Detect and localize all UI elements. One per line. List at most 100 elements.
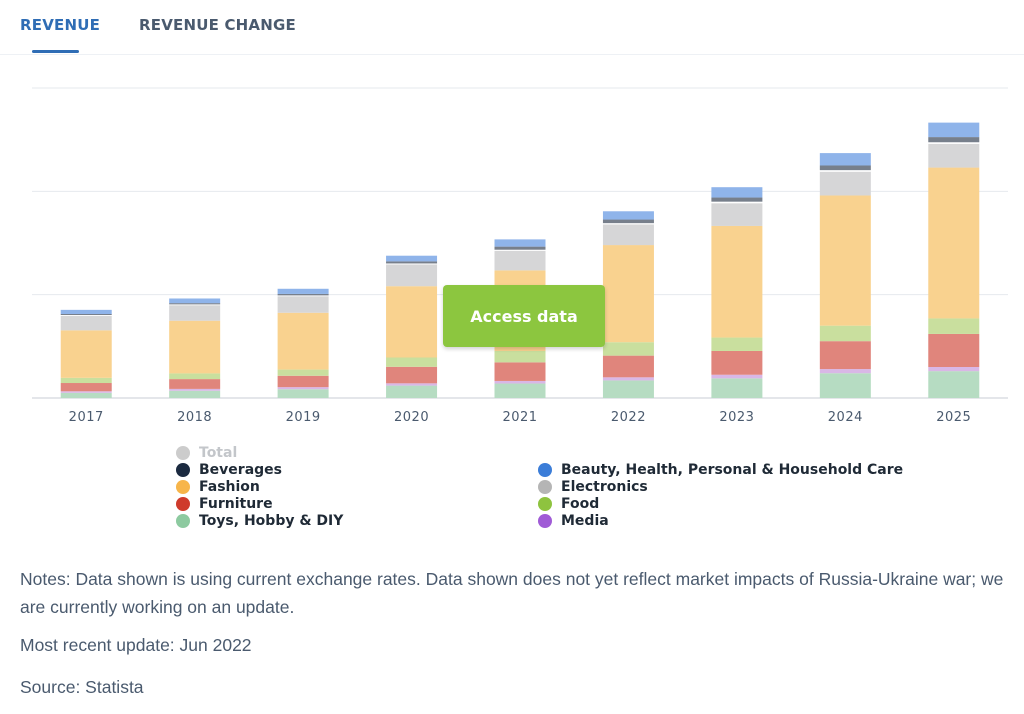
legend-dot [176,480,190,494]
bar-segment [60,383,112,392]
bar-segment [386,264,438,287]
bar-segment [819,341,871,370]
bar-segment [277,288,329,294]
bar-segment [602,223,654,225]
bar-segment [819,153,871,166]
legend-dot [176,463,190,477]
bar-segment [169,298,221,304]
bar-segment [602,211,654,220]
legend-item[interactable]: Fashion [176,479,260,495]
bar-segment [819,165,871,171]
x-tick-label: 2023 [719,410,754,425]
bar-segment [277,296,329,313]
bar-segment [277,295,329,297]
revenue-chart: 2017 2018 2019 2020 2021 2022 2023 2024 2025 [32,87,1008,425]
legend-label: Fashion [199,479,260,495]
bar-segment [169,303,221,305]
bar-segment [819,373,871,398]
bar-segment [494,380,546,384]
bar-segment [494,362,546,381]
bar-segment [928,333,980,367]
bar-segment [169,373,221,380]
active-tab-indicator [32,50,79,53]
x-tick-label: 2021 [502,410,537,425]
bar-segment [277,312,329,370]
legend-item[interactable]: Beverages [176,462,282,478]
bar-segment [711,201,763,204]
bar-segment [277,387,329,390]
bar-segment [602,342,654,356]
update-text: Most recent update: Jun 2022 [20,635,252,655]
bar-segment [602,377,654,381]
bar-segment [169,379,221,389]
legend-dot [538,497,552,511]
tab-revenue[interactable]: REVENUE [20,16,101,34]
legend-dot [538,514,552,528]
bar-segment [928,142,980,144]
bar-segment [711,337,763,351]
bar-segment [60,313,112,316]
x-tick-label: 2024 [828,410,863,425]
tab-bar: REVENUE REVENUE CHANGE [0,0,1024,55]
bar-segment [494,250,546,271]
legend-label: Furniture [199,496,273,512]
bar-segment [819,170,871,172]
legend-item[interactable]: Beauty, Health, Personal & Household Car… [538,462,903,478]
bar-segment [928,318,980,334]
x-tick-label: 2025 [936,410,971,425]
bar-segment [386,263,438,265]
legend-label: Food [561,496,600,512]
legend-label: Beverages [199,462,282,478]
bar-segment [169,390,221,398]
access-data-button[interactable]: Access data [443,285,605,347]
bar-segment [169,304,221,306]
x-tick-label: 2018 [177,410,212,425]
legend-label: Media [561,513,609,529]
legend-item[interactable]: Furniture [176,496,273,512]
bar-segment [60,391,112,393]
bar-segment [602,380,654,398]
legend-label: Beauty, Health, Personal & Household Car… [561,462,904,478]
bar-segment [386,357,438,367]
bar-segment [60,315,112,331]
bar-segment [60,392,112,398]
legend-label: Toys, Hobby & DIY [199,513,344,529]
bar-segment [494,246,546,250]
legend-dot [176,446,190,460]
legend-item[interactable]: Toys, Hobby & DIY [176,513,343,529]
legend-item[interactable]: Total [176,445,237,461]
notes-text: Notes: Data shown is using current excha… [20,569,1004,617]
bar-segment [277,375,329,388]
tab-revenue-change[interactable]: REVENUE CHANGE [139,16,296,34]
legend-label: Electronics [561,479,648,495]
bar-segment [928,122,980,138]
bar-segment [602,245,654,343]
bar-segment [386,255,438,262]
source-text: Source: Statista [20,677,144,697]
bar-segment [60,377,112,384]
legend-item[interactable]: Media [538,513,609,529]
bar-segment [277,369,329,376]
bar-segment [819,369,871,374]
bar-segment [928,367,980,372]
bar-segment [386,385,438,398]
bar-segment [711,378,763,398]
bar-segment [711,197,763,202]
bar-segment [602,224,654,246]
bar-segment [819,171,871,196]
legend-dot [538,463,552,477]
bar-segment [494,350,546,363]
legend-item[interactable]: Electronics [538,479,648,495]
bar-segment [277,389,329,398]
bar-segment [60,309,112,314]
bar-segment [386,261,438,264]
bar-segment [711,350,763,375]
x-tick-label: 2019 [286,410,321,425]
bar-segment [711,203,763,226]
legend-dot [538,480,552,494]
bar-segment [386,286,438,358]
bar-segment [386,366,438,384]
x-tick-label: 2020 [394,410,429,425]
legend-item[interactable]: Food [538,496,599,512]
bar-segment [277,293,329,296]
